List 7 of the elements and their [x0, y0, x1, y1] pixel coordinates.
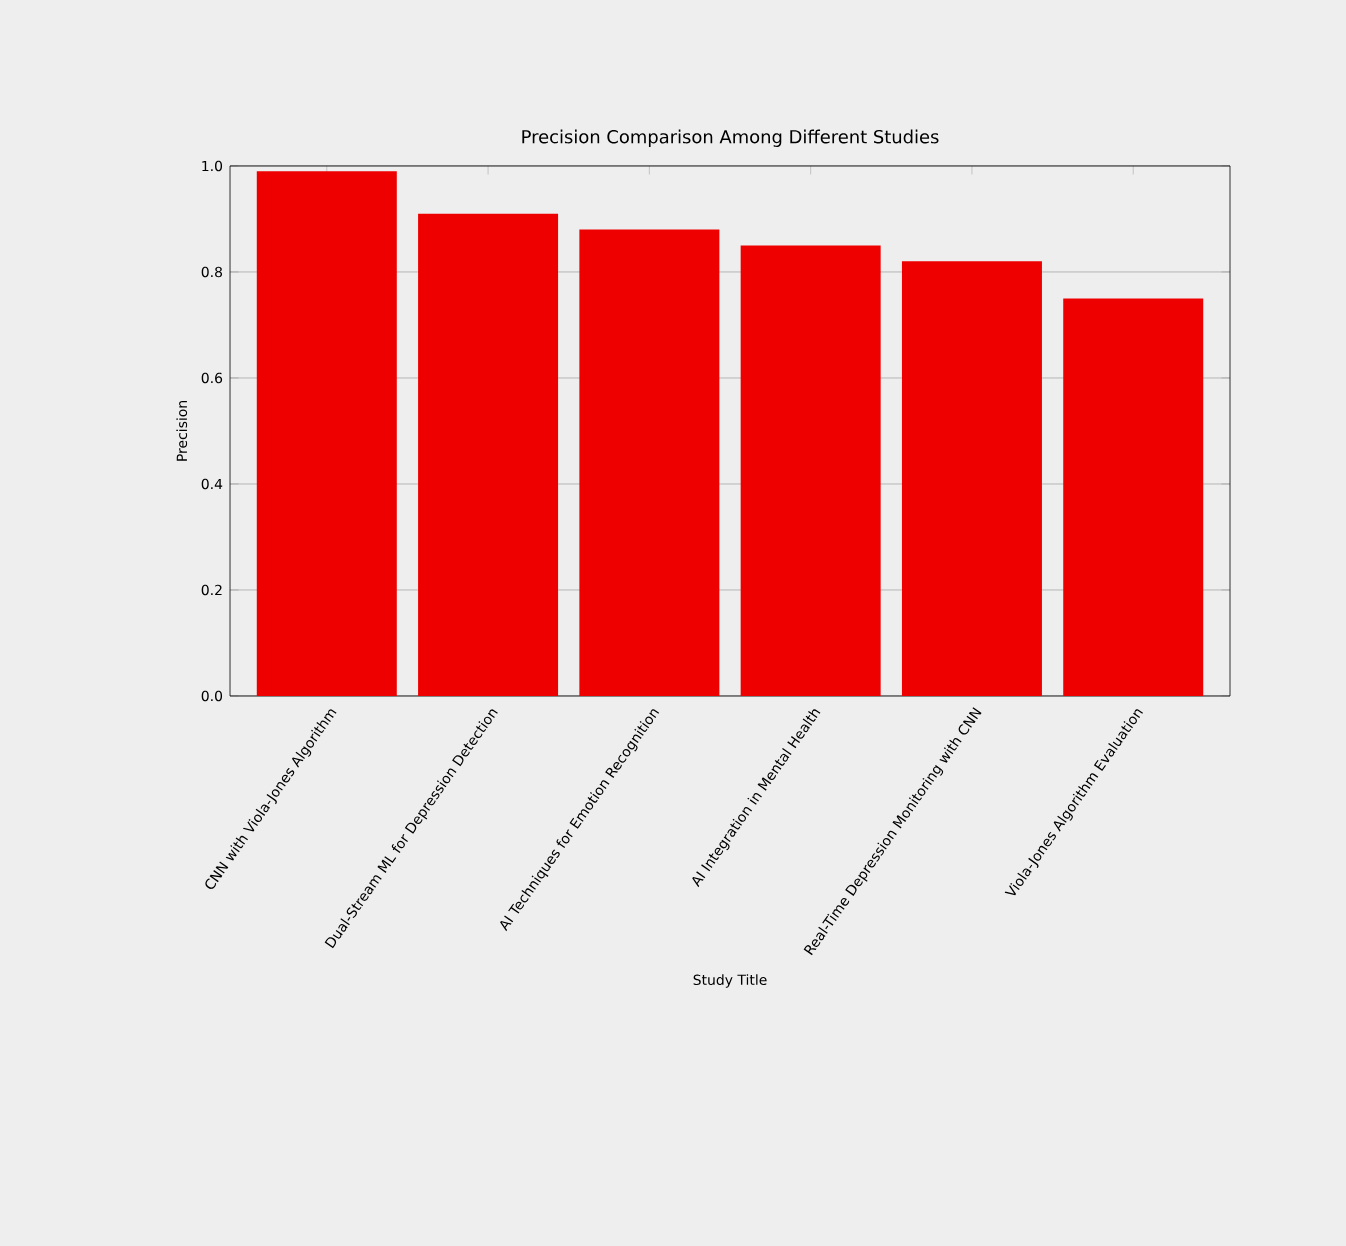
chart-title: Precision Comparison Among Different Studies [522, 129, 939, 147]
bar [579, 229, 720, 696]
bar [1063, 298, 1204, 696]
bar [740, 245, 881, 696]
bar [418, 213, 559, 696]
bar [901, 261, 1042, 696]
bar [256, 171, 397, 696]
